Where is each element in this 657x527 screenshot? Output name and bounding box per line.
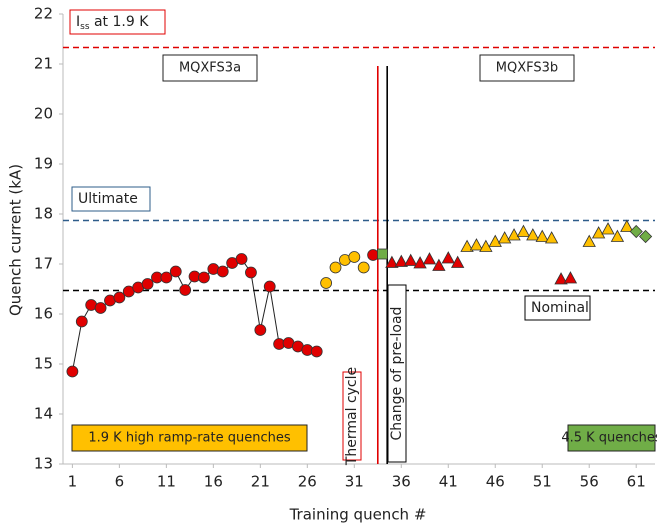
data-point	[526, 228, 540, 241]
y-tick-label: 15	[34, 355, 53, 373]
x-tick-label: 31	[345, 473, 364, 491]
data-point	[348, 251, 361, 263]
x-tick-label: 26	[298, 473, 317, 491]
y-tick-label: 16	[34, 305, 53, 323]
data-point	[639, 229, 653, 244]
y-axis-label: Quench current (kA)	[7, 164, 25, 316]
data-point	[377, 248, 388, 260]
data-point	[160, 271, 173, 284]
data-point	[394, 254, 408, 267]
data-point	[198, 271, 210, 284]
x-axis-label: Training quench #	[289, 506, 427, 524]
event-label-box	[342, 371, 362, 461]
data-point	[404, 253, 418, 266]
data-point	[629, 224, 643, 239]
data-point	[535, 229, 549, 242]
data-point	[75, 315, 88, 328]
annotation-box	[567, 424, 656, 452]
data-point	[169, 265, 182, 278]
label-subscript: ss	[80, 22, 90, 32]
data-point	[422, 252, 437, 265]
data-point	[385, 255, 399, 268]
y-tick-label: 18	[34, 205, 53, 223]
data-point	[441, 251, 455, 264]
x-tick-label: 56	[580, 473, 599, 491]
y-tick-label: 19	[34, 155, 53, 173]
x-tick-label: 41	[439, 473, 458, 491]
data-point	[469, 238, 484, 251]
data-point	[432, 258, 446, 271]
data-point	[367, 249, 379, 261]
data-point	[450, 255, 465, 268]
data-point	[413, 256, 427, 269]
x-tick-label: 46	[486, 473, 505, 491]
x-tick-label: 1	[68, 473, 78, 491]
data-point	[235, 253, 248, 265]
y-tick-label: 14	[34, 405, 53, 423]
data-point	[497, 231, 512, 244]
data-point	[216, 265, 229, 278]
label-text: Ultimate	[78, 191, 138, 207]
data-point	[610, 229, 625, 242]
reference-label: Iss at 1.9 K	[76, 14, 149, 32]
data-point	[563, 271, 578, 284]
annotation-box	[71, 424, 308, 452]
data-point	[507, 228, 521, 241]
data-point	[601, 222, 615, 235]
annotation-box	[162, 54, 258, 82]
data-point	[460, 239, 474, 252]
reference-label-box	[71, 186, 151, 212]
reference-label: Ultimate	[78, 191, 138, 207]
data-point	[94, 302, 107, 314]
label-text: I	[76, 14, 80, 30]
event-label: Thermal cycle	[344, 367, 360, 466]
annotation: MQXFS3a	[179, 61, 241, 76]
data-point	[620, 219, 634, 232]
data-point	[544, 231, 559, 244]
data-point	[66, 365, 79, 378]
data-point	[263, 280, 276, 293]
y-tick-label: 22	[34, 5, 53, 23]
annotation: 4.5 K quenches	[561, 431, 657, 446]
annotation: 1.9 K high ramp-rate quenches	[88, 431, 291, 446]
data-point	[329, 261, 342, 274]
x-tick-label: 6	[115, 473, 125, 491]
label-text: Nominal	[531, 300, 589, 316]
x-tick-label: 16	[204, 473, 223, 491]
data-point	[479, 239, 493, 252]
x-tick-label: 61	[627, 473, 646, 491]
y-tick-label: 17	[34, 255, 53, 273]
data-point	[357, 261, 370, 274]
event-label-box	[387, 284, 407, 463]
y-tick-label: 20	[34, 105, 53, 123]
data-point	[141, 278, 154, 290]
x-tick-label: 11	[157, 473, 176, 491]
data-point	[488, 234, 502, 247]
reference-label-box	[524, 295, 591, 321]
data-point	[591, 226, 606, 239]
y-tick-label: 13	[34, 455, 53, 473]
y-tick-label: 21	[34, 55, 53, 73]
x-tick-label: 21	[251, 473, 270, 491]
annotation: MQXFS3b	[496, 61, 558, 76]
data-point	[113, 291, 126, 304]
event-label: Change of pre-load	[389, 307, 405, 441]
reference-label: Nominal	[531, 300, 589, 316]
annotation-box	[479, 54, 575, 82]
label-text: at 1.9 K	[90, 14, 150, 30]
data-point	[245, 266, 257, 279]
x-tick-label: 36	[392, 473, 411, 491]
data-point	[310, 345, 323, 358]
data-point	[179, 284, 192, 296]
data-point	[582, 234, 596, 247]
data-point	[320, 277, 333, 289]
reference-label-box	[69, 9, 166, 35]
data-point	[516, 224, 531, 237]
data-point	[254, 324, 267, 336]
x-tick-label: 51	[533, 473, 552, 491]
data-point	[554, 272, 568, 285]
